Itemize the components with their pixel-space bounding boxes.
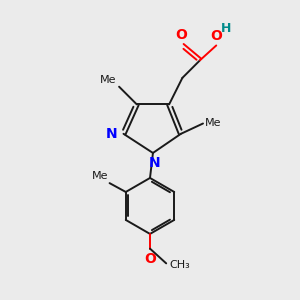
Text: N: N	[148, 157, 160, 170]
Text: O: O	[175, 28, 187, 42]
Text: Me: Me	[92, 171, 108, 181]
Text: O: O	[144, 252, 156, 266]
Text: H: H	[220, 22, 231, 35]
Text: Me: Me	[205, 118, 221, 128]
Text: Me: Me	[100, 75, 117, 85]
Text: CH₃: CH₃	[169, 260, 190, 270]
Text: N: N	[105, 127, 117, 141]
Text: O: O	[210, 29, 222, 43]
